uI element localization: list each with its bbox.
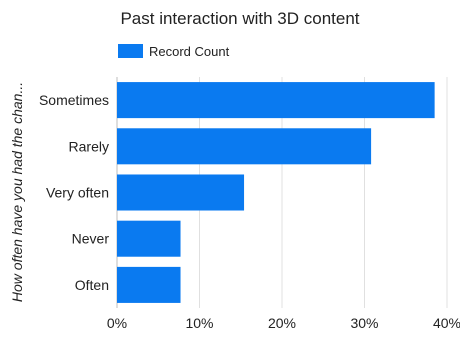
bar[interactable] (117, 220, 181, 257)
bar[interactable] (117, 266, 181, 303)
x-tick-label: 20% (268, 315, 296, 331)
category-label: Often (75, 277, 109, 293)
y-axis-title: How often have you had the chan... (9, 82, 25, 302)
x-tick-label: 0% (107, 315, 127, 331)
category-label: Never (72, 231, 110, 247)
bar[interactable] (117, 128, 372, 165)
x-tick-label: 40% (433, 315, 460, 331)
bar[interactable] (117, 82, 435, 119)
legend-label: Record Count (149, 44, 230, 59)
x-tick-label: 10% (185, 315, 213, 331)
legend-swatch (118, 44, 143, 58)
chart-title: Past interaction with 3D content (120, 9, 359, 28)
category-labels: Sometimes Rarely Very often Never Often (39, 92, 109, 293)
x-tick-labels: 0% 10% 20% 30% 40% (107, 315, 460, 331)
category-label: Very often (46, 185, 109, 201)
bars (117, 82, 435, 303)
category-label: Sometimes (39, 92, 109, 108)
category-label: Rarely (69, 138, 109, 154)
x-tick-label: 30% (350, 315, 378, 331)
bar[interactable] (117, 174, 245, 211)
